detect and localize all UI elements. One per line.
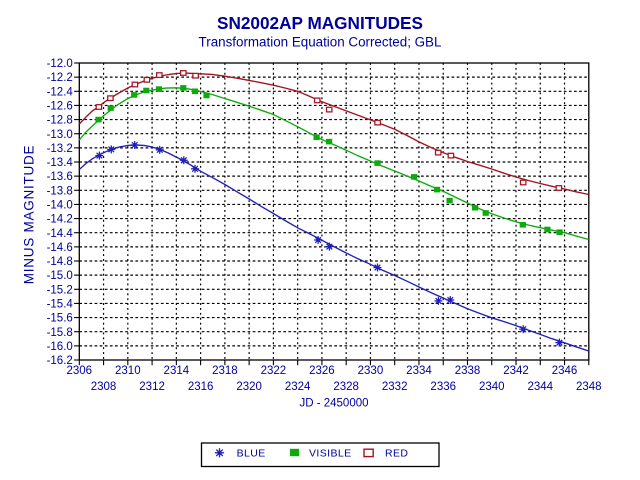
- svg-text:RED: RED: [385, 448, 408, 460]
- svg-text:2336: 2336: [430, 381, 456, 393]
- svg-text:Transformation Equation Correc: Transformation Equation Corrected; GBL: [199, 35, 442, 50]
- svg-text:2310: 2310: [115, 365, 141, 377]
- svg-text:-15.4: -15.4: [47, 299, 74, 311]
- svg-text:2346: 2346: [552, 365, 578, 377]
- svg-text:2348: 2348: [576, 381, 602, 393]
- svg-text:2312: 2312: [139, 381, 165, 393]
- svg-text:-13.2: -13.2: [47, 143, 73, 155]
- svg-text:-15.8: -15.8: [47, 327, 73, 339]
- svg-text:-14.0: -14.0: [47, 200, 73, 212]
- svg-text:2320: 2320: [236, 381, 262, 393]
- svg-text:VISIBLE: VISIBLE: [309, 448, 352, 460]
- svg-text:-14.2: -14.2: [47, 214, 73, 226]
- svg-text:2306: 2306: [67, 365, 93, 377]
- svg-text:-14.8: -14.8: [47, 256, 73, 268]
- svg-text:-12.4: -12.4: [47, 86, 74, 98]
- svg-text:MINUS MAGNITUDE: MINUS MAGNITUDE: [22, 145, 37, 285]
- svg-text:-13.0: -13.0: [47, 129, 73, 141]
- svg-text:2338: 2338: [455, 365, 481, 377]
- svg-text:-12.2: -12.2: [47, 72, 73, 84]
- svg-text:-13.8: -13.8: [47, 185, 73, 197]
- svg-text:2328: 2328: [333, 381, 359, 393]
- svg-text:-15.2: -15.2: [47, 284, 73, 296]
- svg-text:JD - 2450000: JD - 2450000: [299, 398, 368, 410]
- svg-text:-14.6: -14.6: [47, 242, 73, 254]
- svg-text:-16.2: -16.2: [47, 355, 73, 367]
- svg-text:-12.6: -12.6: [47, 101, 73, 113]
- svg-text:-12.8: -12.8: [47, 115, 73, 127]
- svg-text:-15.6: -15.6: [47, 313, 73, 325]
- svg-text:2330: 2330: [358, 365, 384, 377]
- svg-text:-15.0: -15.0: [47, 270, 73, 282]
- svg-text:-14.4: -14.4: [47, 228, 74, 240]
- svg-text:2314: 2314: [164, 365, 190, 377]
- svg-text:-16.0: -16.0: [47, 341, 73, 353]
- svg-text:BLUE: BLUE: [237, 448, 266, 460]
- svg-text:2322: 2322: [261, 365, 287, 377]
- svg-text:-12.0: -12.0: [47, 58, 73, 70]
- svg-text:2316: 2316: [188, 381, 214, 393]
- svg-text:2342: 2342: [503, 365, 529, 377]
- svg-text:2308: 2308: [91, 381, 117, 393]
- svg-text:2332: 2332: [382, 381, 408, 393]
- svg-text:2326: 2326: [309, 365, 335, 377]
- svg-text:SN2002AP MAGNITUDES: SN2002AP MAGNITUDES: [217, 13, 423, 33]
- svg-text:2344: 2344: [527, 381, 553, 393]
- svg-text:-13.4: -13.4: [47, 157, 74, 169]
- svg-text:2324: 2324: [285, 381, 311, 393]
- svg-text:-13.6: -13.6: [47, 171, 73, 183]
- svg-text:2334: 2334: [406, 365, 432, 377]
- svg-text:2318: 2318: [212, 365, 238, 377]
- svg-text:2340: 2340: [479, 381, 505, 393]
